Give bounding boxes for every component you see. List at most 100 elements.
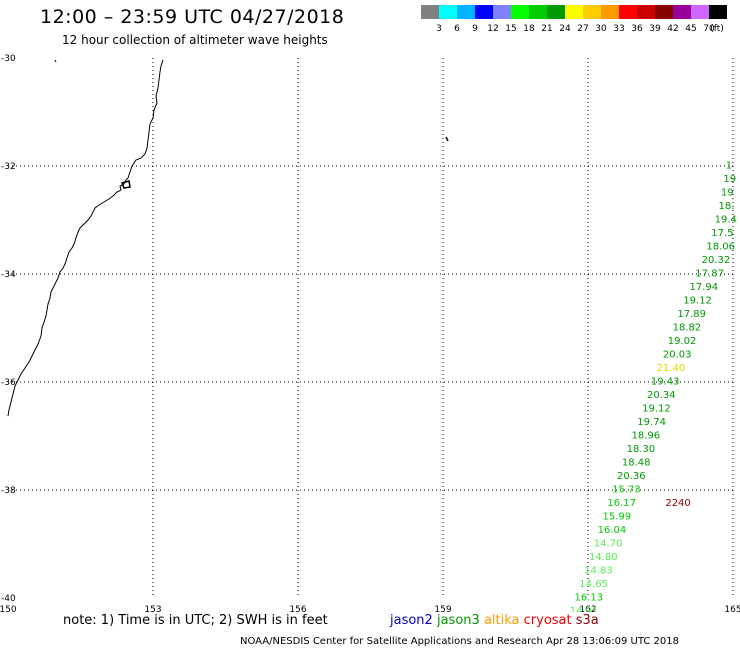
swh-value: 20.36 [617,471,646,482]
scale-label: 70 [703,24,715,34]
scale-swatch [475,5,493,19]
scale-label: 27 [577,24,588,34]
legend-cryosat: cryosat [523,613,572,628]
legend-altika: altika [483,613,520,628]
scale-swatch [511,5,529,19]
color-scale-legend: 3 6 9 12 15 18 21 24 27 30 33 36 39 42 45 70(ft) [421,5,727,34]
swh-value: 14.65 [579,579,608,590]
swh-value: 16.13 [574,593,603,604]
scale-swatch [673,5,691,19]
swh-value: 16.04 [598,525,627,536]
scale-swatch [619,5,637,19]
scale-swatch [691,5,709,19]
lat-tick-label: -32 [1,162,16,172]
legend-jason3: jason3 [436,613,480,628]
coastline-fragment [120,180,131,189]
legend-s3a: s3a [575,613,599,628]
swh-observations: 1 19 19 18. 19.4 17.5 18.06 20.32 17.87 17.94 19.1… [570,161,737,612]
scale-label: 21 [541,24,552,34]
lon-tick-label: 153 [144,605,161,612]
swh-value: 17.5 [711,228,733,239]
lat-tick-label: -38 [1,486,16,496]
australia-coastline [7,59,164,417]
lon-tick-label: 162 [579,605,596,612]
scale-label: 42 [667,24,678,34]
scale-label: 39 [649,24,661,34]
lon-tick-label: 165 [724,605,740,612]
scale-label: 36 [631,24,643,34]
scale-swatch [583,5,601,19]
satellite-legend: jason2 jason3 altika cryosat s3a [390,613,599,628]
island-marker [445,136,449,142]
swh-value: 18.48 [622,458,651,469]
swh-value: 19.12 [642,404,671,415]
swh-value: 14.91 [570,606,599,612]
scale-unit: (ft) [710,24,724,34]
swh-value: 17.94 [690,282,719,293]
scale-swatch [439,5,457,19]
scale-label: 18 [523,24,535,34]
island-marker [54,59,57,63]
lon-tick-label: 156 [289,605,306,612]
credit-line: NOAA/NESDIS Center for Satellite Applica… [240,636,679,647]
scale-label: 33 [613,24,624,34]
swh-value: 16.17 [607,498,636,509]
swh-value: 14.70 [594,539,623,550]
scale-label: 9 [472,24,478,34]
lon-tick-label: 159 [434,605,451,612]
scale-label: 3 [436,24,442,34]
map-subtitle: 12 hour collection of altimeter wave hei… [62,33,328,47]
scale-label: 12 [487,24,498,34]
lat-tick-label: -36 [1,378,16,388]
lon-tick-label: 150 [0,605,17,612]
lat-tick-label: -40 [1,594,16,604]
swh-value: 14.80 [589,552,618,563]
lat-tick-label: -34 [1,270,16,280]
swh-value: 18.96 [632,431,661,442]
swh-value: 19.02 [668,336,697,347]
swh-value: 17.87 [695,269,724,280]
scale-swatch [655,5,673,19]
observation-time-label: 2240 [665,498,690,509]
units-note: note: 1) Time is in UTC; 2) SWH is in fe… [63,613,328,628]
swh-value: 19 [723,174,736,185]
scale-label: 15 [505,24,516,34]
swh-value: 19.74 [637,417,666,428]
swh-value: 17.89 [677,309,706,320]
scale-label: 30 [595,24,607,34]
lat-lon-grid [8,58,734,598]
scale-label: 45 [685,24,696,34]
swh-value: 20.34 [647,390,676,401]
scale-swatch [529,5,547,19]
scale-swatch [565,5,583,19]
swh-value: 15.73 [612,485,641,496]
map-title: 12:00 – 23:59 UTC 04/27/2018 [40,6,345,28]
scale-swatch [547,5,565,19]
swh-value: 18.06 [706,242,735,253]
scale-swatch [637,5,655,19]
wave-height-map: 150 153 156 159 162 165 -30 -32 -34 -36 -38 -40 1 19… [0,54,740,612]
axis-tick-labels: 150 153 156 159 162 165 -30 -32 -34 -36 -38 -40 [0,54,740,612]
swh-value: 20.03 [663,350,692,361]
scale-swatch [421,5,439,19]
scale-swatch [709,5,727,19]
swh-value: 19.43 [651,377,680,388]
legend-jason2: jason2 [390,613,433,628]
swh-value: 15.99 [603,512,632,523]
scale-swatch [457,5,475,19]
swh-value: 19.4 [715,215,737,226]
swh-value: 19.12 [683,296,712,307]
scale-label: 24 [559,24,571,34]
lat-tick-label: -30 [1,54,16,64]
scale-swatch [601,5,619,19]
swh-value: 19 [721,188,734,199]
swh-value: 20.32 [702,255,731,266]
swh-value: 1 [726,161,732,172]
swh-value: 18.30 [627,444,656,455]
swh-value: 21.40 [657,363,686,374]
swh-value: 14.83 [584,566,613,577]
scale-swatch [493,5,511,19]
swh-value: 18.82 [673,323,702,334]
scale-label: 6 [454,24,460,34]
swh-value: 18. [719,201,735,212]
